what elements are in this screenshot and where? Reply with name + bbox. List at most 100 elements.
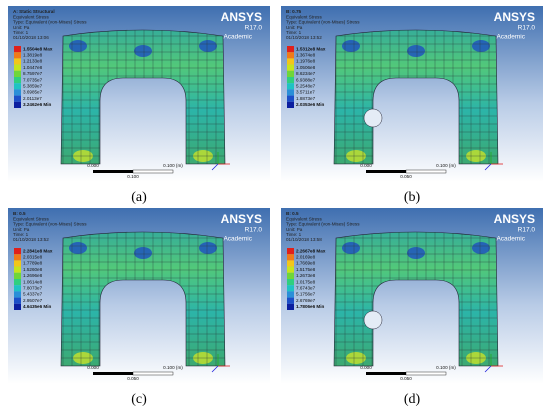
legend-swatch [14, 77, 21, 84]
legend-swatch [14, 260, 21, 267]
caption: (b) [404, 190, 421, 205]
legend-label: 1.1976e8 [296, 59, 316, 64]
ansys-release: R17.0 [245, 25, 263, 32]
header-line: Time: 1 [13, 30, 29, 35]
legend-label: 2.2841e8 Max [23, 248, 53, 253]
legend-label: 2.0169e8 [296, 255, 316, 260]
body-outline [60, 231, 226, 367]
header-line: 01/10/2018 13:58 [286, 237, 322, 242]
legend-label: 2.0315e8 [23, 255, 43, 260]
legend-swatch [287, 266, 294, 273]
header-line: B: 0.5 [13, 211, 26, 216]
low-stress-zone [134, 247, 152, 259]
header-line: 01/10/2018 13:52 [13, 237, 49, 242]
legend-label: 1.0175e8 [296, 279, 316, 284]
header-line: Type: Equivalent (von-Mises) Stress [13, 222, 87, 227]
legend-label: 1.2673e8 [296, 273, 316, 278]
legend-swatch [287, 248, 294, 255]
legend-swatch [287, 254, 294, 261]
legend-label: 1.3674e8 [296, 53, 316, 58]
scale-bar-black [93, 170, 133, 173]
legend-swatch [14, 285, 21, 292]
caption: (d) [404, 392, 421, 407]
header-line: Time: 1 [286, 232, 302, 237]
low-stress-zone [199, 40, 217, 52]
legend-swatch [287, 297, 294, 304]
header-line: Unit: Pa [13, 227, 30, 232]
legend-label: 5.3859e7 [23, 84, 43, 89]
legend-label: 3.6985e7 [23, 90, 43, 95]
legend-label: 1.0447e8 [23, 65, 43, 70]
header-line: Equivalent Stress [286, 14, 322, 19]
header-line: Unit: Pa [286, 25, 303, 30]
legend-swatch [287, 52, 294, 59]
legend-label: 1.7806e6 Min [296, 304, 325, 309]
legend-label: 5.4337e7 [23, 292, 43, 297]
header-line: Time: 1 [13, 232, 29, 237]
legend-label: 1.7669e8 [296, 261, 316, 266]
header-line: B: 0.5 [286, 211, 299, 216]
body-outline [60, 29, 226, 165]
legend-swatch [14, 248, 21, 255]
body-outline [333, 29, 499, 165]
scale-bar-white [132, 371, 174, 376]
legend-swatch [287, 64, 294, 71]
legend-label: 5.1756e7 [296, 292, 316, 297]
ansys-release: R17.0 [518, 227, 536, 234]
scale-end: 0.100 (m) [163, 365, 183, 370]
legend-label: 3.5711e7 [296, 90, 315, 95]
scale-bar-black [366, 372, 406, 375]
low-stress-zone [342, 242, 360, 254]
legend-swatch [14, 58, 21, 65]
legend-swatch [14, 95, 21, 102]
header-line: Equivalent Stress [286, 216, 322, 221]
scale-bar-white [132, 169, 174, 174]
legend-swatch [287, 77, 294, 84]
legend-label: 5.2548e7 [296, 84, 316, 89]
legend-swatch [287, 89, 294, 96]
ansys-logo: ANSYS [221, 10, 262, 24]
scale-end: 0.100 (m) [436, 163, 456, 168]
legend-label: 2.0353e6 Min [296, 102, 325, 107]
scale-mid: 0.050 [400, 174, 412, 179]
crack-notch [363, 108, 383, 128]
legend-label: 8.6234e7 [296, 71, 316, 76]
ansys-logo: ANSYS [221, 212, 262, 226]
legend-swatch [287, 83, 294, 90]
header-line: B: 0.75 [286, 9, 302, 14]
legend-label: 1.5504e8 Max [23, 46, 53, 51]
legend-label: 4.6435e6 Min [23, 304, 52, 309]
header-line: Equivalent Stress [13, 216, 49, 221]
low-stress-zone [472, 242, 490, 254]
legend-swatch [287, 58, 294, 65]
legend-label: 1.7789e8 [23, 261, 43, 266]
header-line: Type: Equivalent (von-Mises) Stress [286, 222, 360, 227]
legend-swatch [287, 285, 294, 292]
legend-label: 8.7597e7 [23, 71, 43, 76]
legend-swatch [287, 272, 294, 279]
scale-bar-white [405, 169, 447, 174]
legend-swatch [14, 279, 21, 286]
legend-swatch [14, 64, 21, 71]
legend-label: 1.2133e8 [23, 59, 43, 64]
scale-mid: 0.050 [400, 376, 412, 381]
legend-label: 1.3819e8 [23, 53, 43, 58]
legend-label: 2.2667e8 Max [296, 248, 326, 253]
ansys-license: Academic [496, 34, 525, 41]
legend-label: 2.6769e7 [296, 298, 316, 303]
low-stress-zone [407, 45, 425, 57]
scale-bar-black [366, 170, 406, 173]
ansys-release: R17.0 [518, 25, 536, 32]
scale-bar-black [93, 372, 133, 375]
legend-swatch [287, 70, 294, 77]
ansys-license: Academic [223, 34, 252, 41]
legend-swatch [14, 83, 21, 90]
low-stress-zone [134, 45, 152, 57]
scale-mid: 0.100 [127, 174, 139, 179]
axis-z [211, 365, 219, 373]
low-stress-zone [472, 40, 490, 52]
legend-label: 1.0506e8 [296, 65, 316, 70]
legend-label: 6.9388e7 [296, 77, 316, 82]
legend-label: 1.5260e8 [23, 267, 43, 272]
